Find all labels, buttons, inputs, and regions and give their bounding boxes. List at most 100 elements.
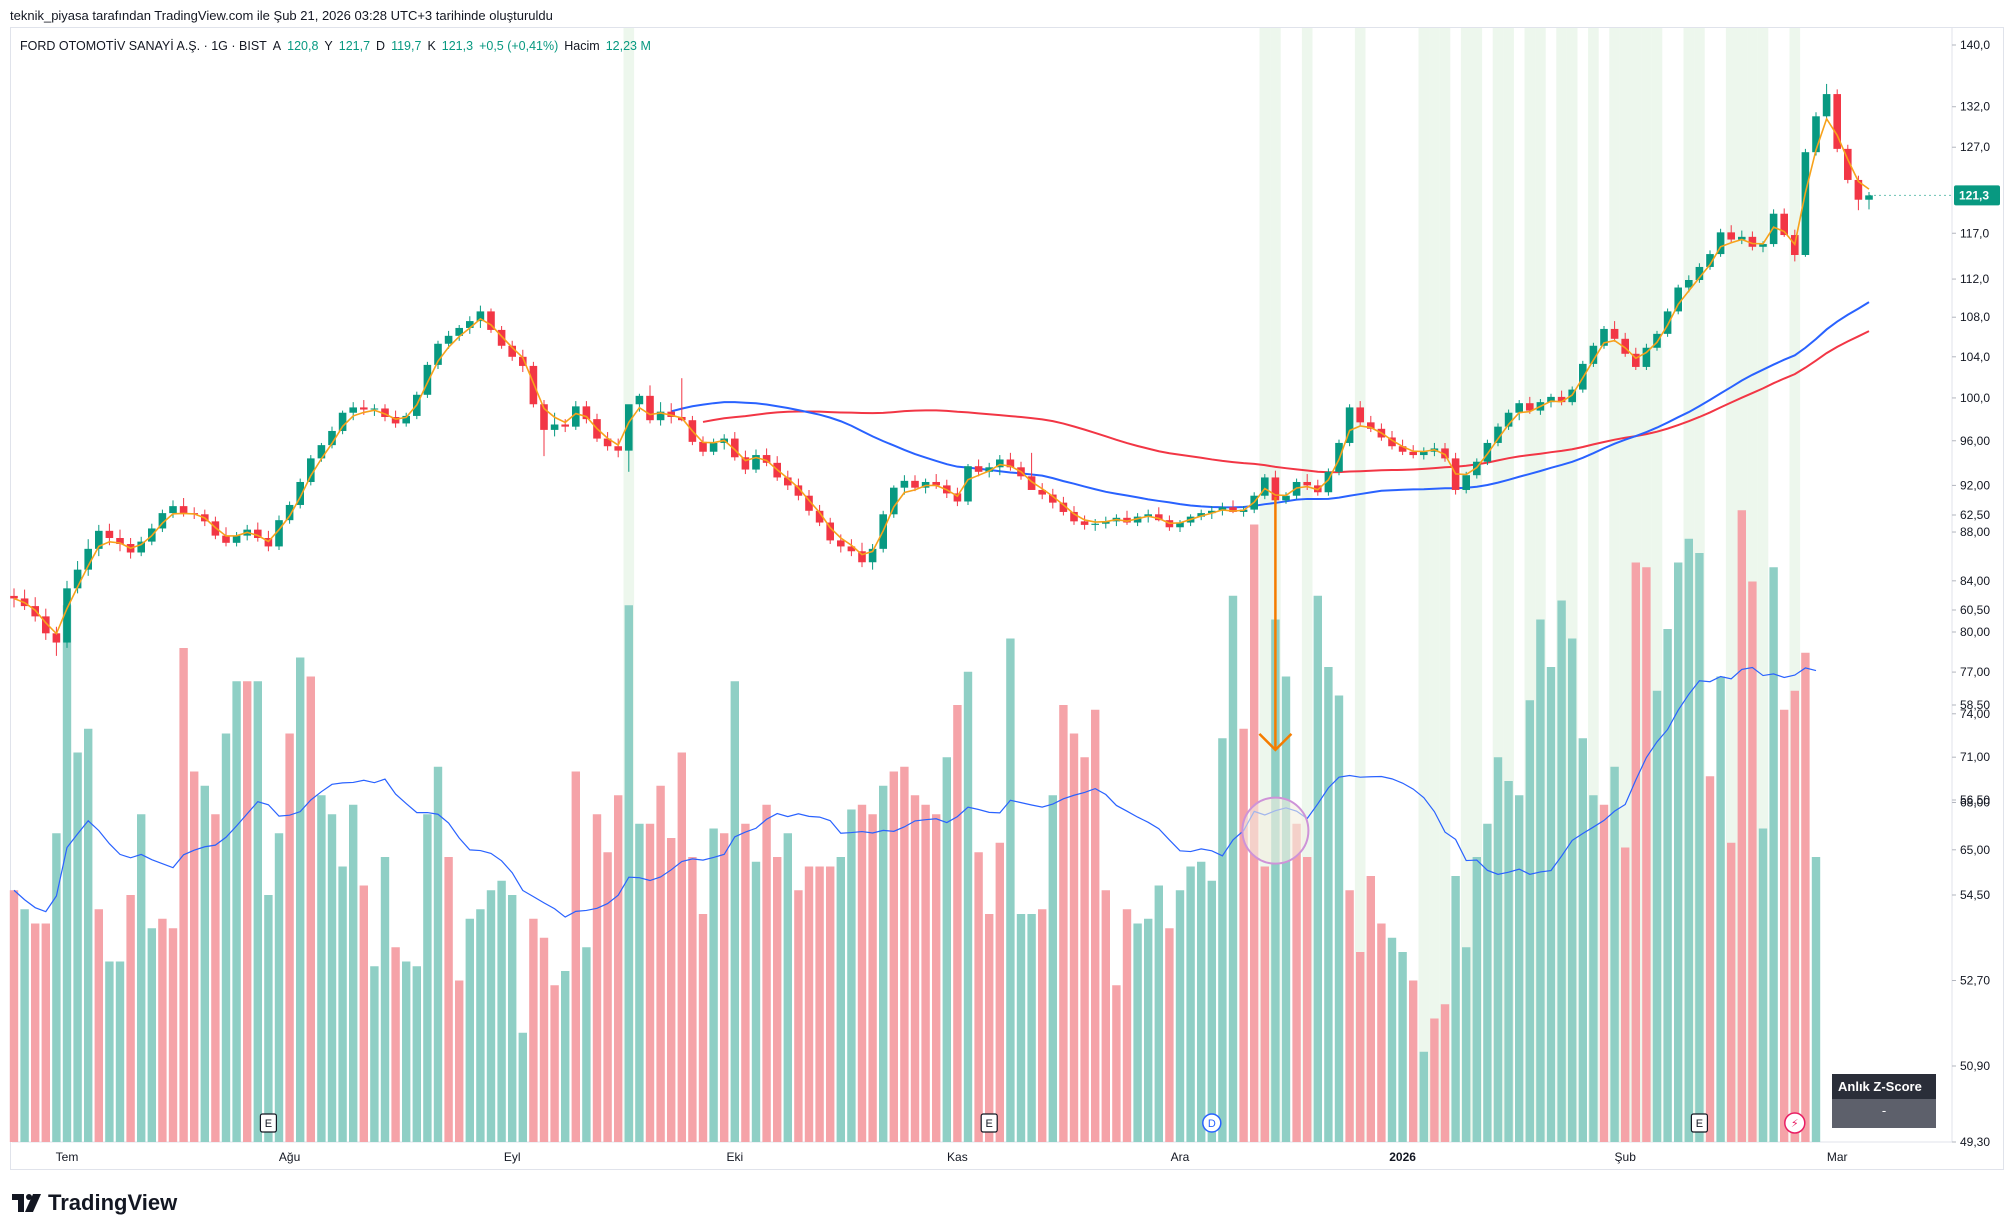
volume-bar (1260, 866, 1269, 1142)
candle-body (540, 404, 548, 430)
candle-body (519, 356, 527, 366)
highlight-band (1609, 28, 1620, 1142)
volume-bar (359, 885, 368, 1142)
candle-body (1208, 510, 1216, 514)
volume-bar (1197, 861, 1206, 1142)
volume-bar (179, 648, 188, 1142)
volume-bar (1186, 866, 1195, 1142)
volume-bar (211, 814, 220, 1142)
volume-bar (1016, 914, 1026, 1142)
zscore-indicator-box[interactable]: Anlık Z-Score - (1832, 1074, 1936, 1128)
volume-bar (1748, 581, 1757, 1142)
volume-label: Hacim (564, 39, 600, 53)
volume-bar (1642, 567, 1651, 1142)
highlight-band (1524, 28, 1536, 1142)
volume-bar (815, 866, 824, 1142)
time-tick-label: Eyl (504, 1150, 521, 1164)
candle-body (317, 445, 326, 459)
volume-bar (1483, 823, 1492, 1142)
volume-bar (1398, 952, 1407, 1142)
volume-bar (645, 823, 655, 1142)
candle-body (95, 530, 103, 549)
volume-bar (953, 705, 962, 1142)
price-tick-label: 140,0 (1960, 38, 1990, 52)
candle-body (1494, 426, 1502, 443)
close-label: K (427, 39, 436, 53)
candle-body (603, 438, 612, 447)
candle-body (1409, 451, 1417, 456)
candle-body (572, 406, 580, 427)
candle-body (1155, 514, 1163, 521)
volume-bar (1313, 595, 1322, 1142)
candle-body (370, 408, 379, 410)
volume-bar (168, 928, 178, 1142)
volume-bar (603, 852, 612, 1142)
volume-bar (190, 771, 199, 1142)
volume-bar (1133, 923, 1142, 1142)
volume-bar (836, 857, 845, 1142)
volume-bar (1546, 667, 1556, 1142)
highlight-band (1619, 28, 1631, 1142)
volume-bar (1621, 847, 1630, 1142)
candle-body (1038, 489, 1046, 495)
volume-bar (751, 861, 761, 1142)
volume-bar (137, 814, 146, 1142)
candle-body (1695, 266, 1704, 280)
price-tick-label: 60,50 (1960, 603, 1990, 617)
candle-body (232, 535, 241, 543)
volume-bar (1059, 705, 1068, 1142)
price-tick-label: 50,90 (1960, 1059, 1990, 1073)
candle-body (508, 345, 516, 357)
candle-body (487, 311, 495, 330)
volume-bar (423, 814, 432, 1142)
price-tick-label: 54,50 (1960, 888, 1990, 902)
price-tick-label: 108,0 (1960, 310, 1990, 324)
highlight-band (1556, 28, 1567, 1142)
zscore-value: - (1881, 1103, 1887, 1118)
volume-bar (656, 785, 665, 1142)
volume-bar (285, 733, 294, 1142)
tradingview-logo[interactable]: TradingView (12, 1190, 177, 1216)
candle-body (285, 504, 294, 521)
volume-bar (688, 857, 697, 1142)
volume-bar (1652, 690, 1662, 1142)
price-tick-label: 80,00 (1960, 625, 1990, 639)
candle-body (953, 493, 962, 502)
price-tick-label: 62,50 (1960, 508, 1990, 522)
candle-body (222, 535, 230, 543)
price-tick-label: 84,00 (1960, 574, 1990, 588)
volume-bar (1472, 857, 1481, 1142)
split-marker (1784, 1112, 1806, 1134)
earnings-marker-label: E (1696, 1118, 1703, 1130)
candle-body (1080, 521, 1089, 525)
candle-body (42, 616, 50, 634)
volume-bar (73, 752, 82, 1142)
candle-body (1006, 459, 1015, 468)
candle-body (900, 480, 909, 488)
candle-body (614, 446, 622, 451)
candle-body (1716, 232, 1725, 255)
volume-bar (508, 895, 517, 1142)
candle-body (1504, 412, 1513, 427)
candle-body (455, 327, 463, 336)
volume-bar (963, 671, 973, 1142)
candle-body (1356, 407, 1364, 423)
volume-bar (783, 833, 792, 1142)
volume-bar (698, 914, 708, 1142)
volume-bar (529, 918, 538, 1142)
candle-body (466, 321, 474, 328)
annotation-arrow-head (1258, 732, 1293, 752)
candle-body (1027, 476, 1036, 490)
volume-value: 12,23 M (605, 39, 651, 53)
volume-bar (370, 966, 379, 1142)
volume-bar (264, 895, 273, 1142)
candle-body (964, 466, 972, 502)
candle-body (1759, 244, 1767, 247)
volume-bar (486, 890, 496, 1142)
volume-bar (1356, 952, 1365, 1142)
candle-body (805, 495, 813, 511)
candle-body (63, 588, 71, 643)
volume-bar (391, 947, 400, 1142)
moving-average-blue (670, 301, 1870, 509)
